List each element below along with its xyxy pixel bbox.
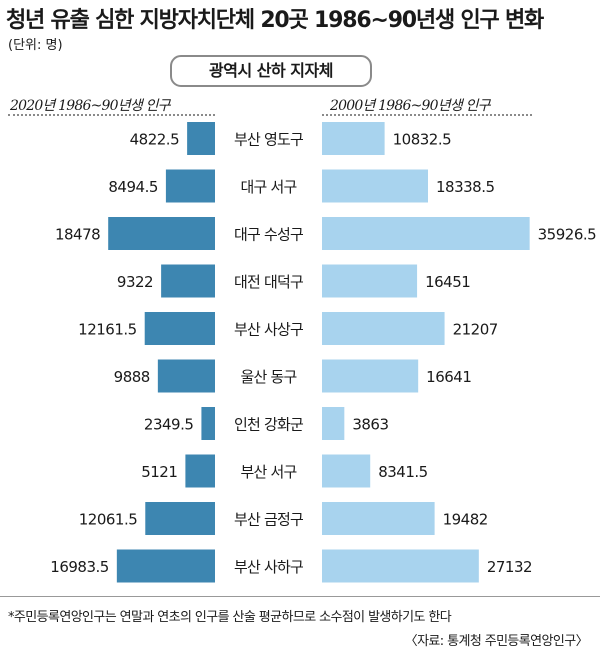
right-value-label: 8341.5 <box>378 463 428 481</box>
category-label: 울산 동구 <box>241 368 297 386</box>
right-value-label: 27132 <box>487 558 532 576</box>
right-series-label: 2000년 1986~90년생 인구 <box>330 98 491 114</box>
left-value-label: 8494.5 <box>108 178 158 196</box>
right-value-label: 35926.5 <box>538 226 597 244</box>
category-label: 대전 대덕구 <box>234 273 303 291</box>
unit-label: (단위: 명) <box>8 38 63 53</box>
left-bar <box>161 264 215 298</box>
left-value-label: 12061.5 <box>79 511 138 529</box>
left-bar <box>116 549 215 583</box>
right-bar <box>322 407 345 440</box>
left-bar <box>185 454 215 488</box>
left-bar <box>187 122 215 155</box>
footnote: *주민등록연앙인구는 연말과 연초의 인구를 산술 평균하므로 소수점이 발생하… <box>8 610 452 625</box>
right-bar <box>322 122 385 155</box>
bottom-divider <box>0 596 600 597</box>
left-bar <box>201 407 215 440</box>
left-bar <box>145 502 215 535</box>
left-value-label: 18478 <box>55 226 100 244</box>
left-bar <box>165 169 215 203</box>
right-bar <box>322 454 371 488</box>
right-value-label: 16451 <box>425 273 470 291</box>
right-value-label: 19482 <box>443 511 488 529</box>
left-value-label: 12161.5 <box>78 321 137 339</box>
category-label: 인천 강화군 <box>234 416 304 434</box>
right-bar <box>322 312 445 345</box>
butterfly-bar-chart: 4822.5 10832.5 부산 영도구 8494.5 18338.5 대구 서구 184… <box>50 122 597 583</box>
category-label: 대구 수성구 <box>234 226 303 244</box>
right-bar <box>322 217 530 250</box>
left-bar <box>144 312 215 345</box>
right-value-label: 16641 <box>426 368 471 386</box>
left-bar <box>108 217 215 250</box>
left-value-label: 16983.5 <box>50 558 109 576</box>
left-value-label: 2349.5 <box>144 416 194 434</box>
category-label: 부산 금정구 <box>234 511 303 529</box>
right-value-label: 21207 <box>453 321 498 339</box>
left-value-label: 9322 <box>117 273 153 291</box>
left-series-label: 2020년 1986~90년생 인구 <box>10 98 171 114</box>
category-label: 대구 서구 <box>241 178 297 196</box>
right-value-label: 18338.5 <box>436 178 495 196</box>
left-value-label: 5121 <box>141 463 177 481</box>
right-value-label: 10832.5 <box>393 131 452 149</box>
category-label: 부산 사상구 <box>234 321 303 339</box>
right-bar <box>322 502 435 535</box>
right-bar <box>322 359 419 393</box>
category-label: 부산 서구 <box>241 463 297 481</box>
right-value-label: 3863 <box>352 416 388 434</box>
left-legend-rule <box>8 114 215 116</box>
source-note: 〈자료: 통계청 주민등록연앙인구〉 <box>404 634 589 649</box>
category-label: 광역시 산하 지자체 <box>170 55 372 87</box>
left-value-label: 4822.5 <box>130 131 180 149</box>
right-bar <box>322 264 418 298</box>
chart-title: 청년 유출 심한 지방자치단체 20곳 1986~90년생 인구 변화 <box>6 8 544 33</box>
category-label: 부산 사하구 <box>234 558 303 576</box>
right-bar <box>322 169 428 203</box>
category-label: 부산 영도구 <box>234 131 303 149</box>
right-legend-rule <box>322 114 532 116</box>
left-value-label: 9888 <box>114 368 150 386</box>
left-bar <box>157 359 215 393</box>
right-bar <box>322 549 479 583</box>
